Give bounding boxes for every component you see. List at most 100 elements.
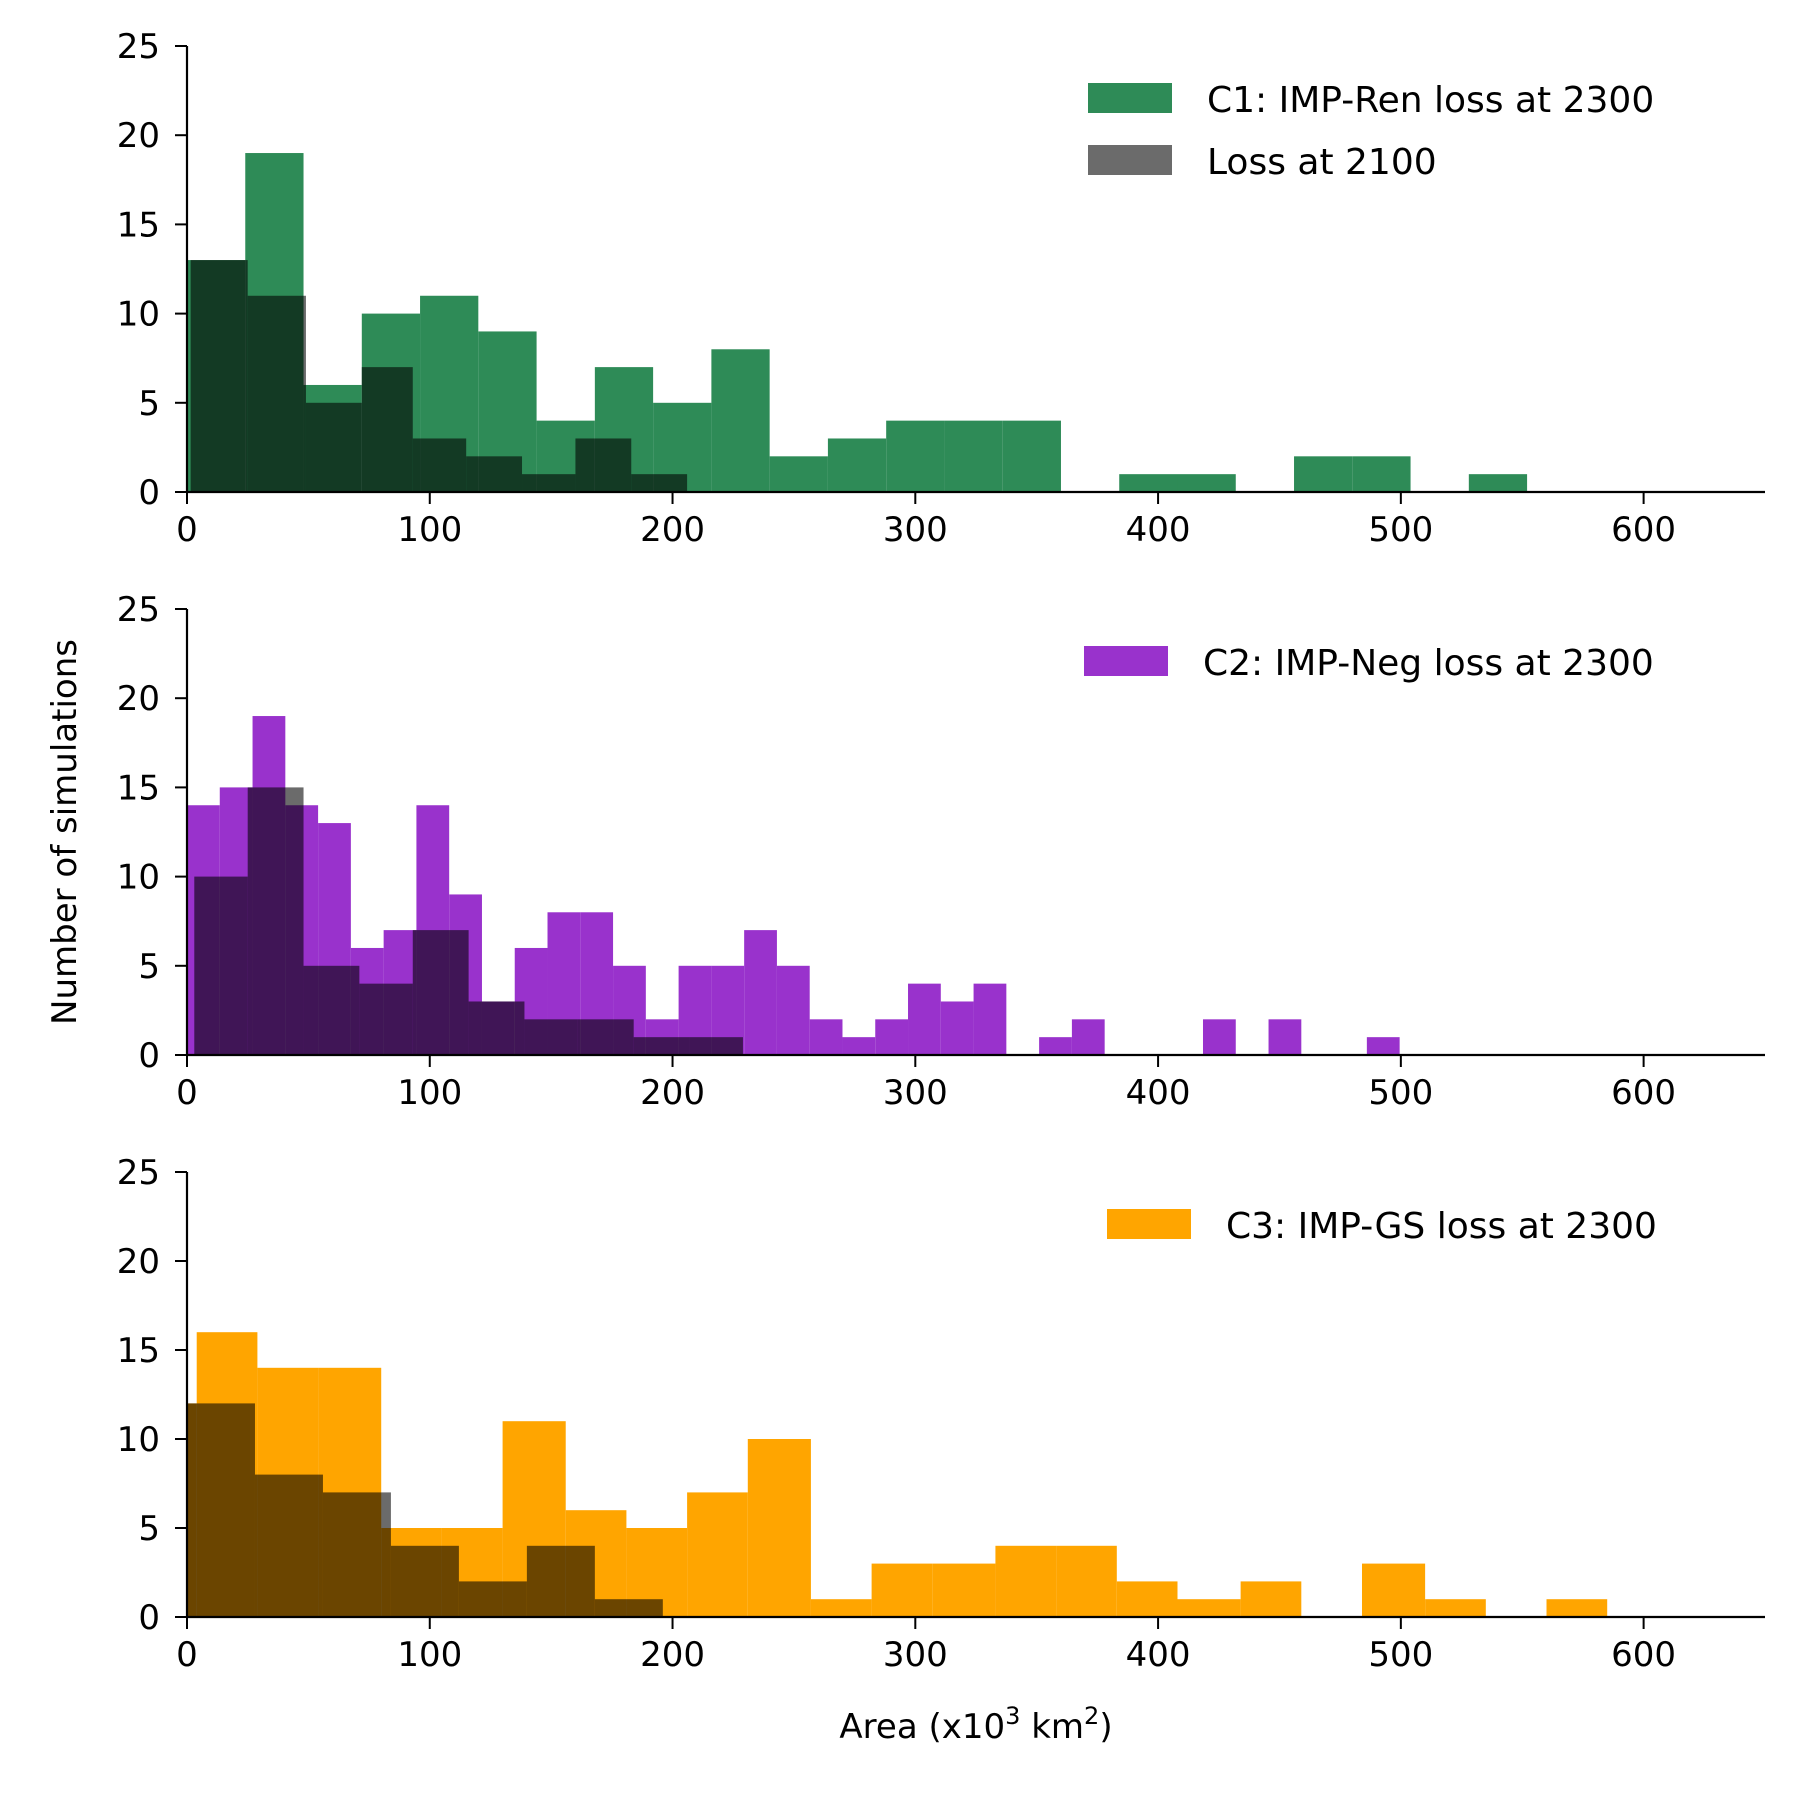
x-tick-label: 0 (176, 1073, 198, 1113)
x-tick-label: 600 (1611, 1073, 1676, 1113)
histogram-bar (1116, 1581, 1178, 1617)
histogram-bar (594, 1599, 663, 1617)
histogram-bar (1268, 1019, 1302, 1055)
histogram-bar (689, 1037, 743, 1055)
legend-label: Loss at 2100 (1207, 142, 1437, 183)
histogram-bar (932, 1563, 996, 1617)
histogram-bar (524, 1019, 578, 1055)
histogram-bar (305, 402, 362, 492)
x-axis-label: Area (x103 km2) (839, 1702, 1112, 1747)
x-tick-label: 100 (397, 1635, 462, 1675)
y-tick-label: 25 (117, 1153, 160, 1193)
histogram-bar (359, 983, 413, 1055)
y-tick-label: 10 (117, 858, 160, 898)
histogram-bar (1468, 474, 1528, 492)
histogram-bar (809, 1019, 843, 1055)
histogram-bar (1202, 1019, 1236, 1055)
legend-label: C2: IMP-Neg loss at 2300 (1203, 643, 1654, 684)
x-tick-label: 200 (640, 1635, 705, 1675)
y-tick-label: 5 (138, 1509, 160, 1549)
histogram-bar (1366, 1037, 1400, 1055)
histogram-bar (390, 1545, 459, 1617)
histogram-bar (187, 1403, 196, 1617)
legend-swatch (1088, 145, 1172, 175)
histogram-bar (1002, 420, 1061, 492)
histogram-bar (1352, 456, 1411, 492)
x-tick-label: 100 (397, 1073, 462, 1113)
series-loss-2100-bars (194, 787, 743, 1055)
y-tick-label: 5 (138, 384, 160, 424)
x-tick-label: 400 (1126, 1073, 1191, 1113)
x-tick-label: 0 (176, 510, 198, 550)
x-axis-label-unit: km (1020, 1707, 1084, 1747)
histogram-bar (247, 295, 306, 492)
x-tick-label: 200 (640, 1073, 705, 1113)
histogram-bar (254, 1474, 323, 1617)
x-axis-label-main: Area (x10 (839, 1707, 1005, 1747)
histogram-bar (322, 1492, 391, 1617)
x-tick-label: 600 (1611, 510, 1676, 550)
y-axis-label: Number of simulations (45, 639, 85, 1025)
legend-label: C1: IMP-Ren loss at 2300 (1207, 80, 1654, 121)
histogram-bar (361, 367, 413, 492)
x-axis-label-exponent-1: 3 (1005, 1702, 1020, 1730)
y-tick-label: 0 (138, 1036, 160, 1076)
y-tick-label: 25 (117, 590, 160, 630)
series-loss-2100-bars (190, 260, 688, 492)
x-tick-label: 0 (176, 1635, 198, 1675)
histogram-bar (303, 965, 360, 1055)
x-tick-label: 300 (883, 1073, 948, 1113)
y-tick-label: 25 (117, 27, 160, 67)
y-tick-label: 15 (117, 1331, 160, 1371)
y-tick-label: 10 (117, 295, 160, 335)
histogram-bar (412, 930, 469, 1055)
histogram-bar (871, 1563, 933, 1617)
y-tick-label: 15 (117, 768, 160, 808)
histogram-bar (1362, 1563, 1426, 1617)
y-tick-label: 10 (117, 1420, 160, 1460)
histogram-bar (194, 876, 248, 1055)
histogram-bar (769, 456, 828, 492)
histogram-bar (944, 420, 1003, 492)
histogram-bar (247, 787, 304, 1055)
legend: C3: IMP-GS loss at 2300 (1107, 1206, 1657, 1247)
y-tick-label: 20 (117, 1242, 160, 1282)
histogram-bar (195, 1403, 255, 1617)
y-tick-label: 0 (138, 473, 160, 513)
histogram-bar (466, 456, 523, 492)
legend-swatch (1084, 646, 1168, 676)
histogram-bar (940, 1001, 974, 1055)
histogram-panel-1: 0 5 10 15 20 25 0 100 200 300 400 500 600 C1: IMP-Ren… (117, 27, 1765, 550)
x-tick-label: 400 (1126, 510, 1191, 550)
x-tick-label: 400 (1126, 1635, 1191, 1675)
histogram-bar (776, 965, 810, 1055)
histogram-bar (1177, 1599, 1241, 1617)
x-axis-label-exponent-2: 2 (1084, 1702, 1099, 1730)
legend: C2: IMP-Neg loss at 2300 (1084, 643, 1654, 684)
x-tick-label: 500 (1368, 1635, 1433, 1675)
histogram-bar (747, 1439, 811, 1617)
histogram-bar (744, 930, 777, 1055)
histogram-bar (526, 1545, 595, 1617)
histogram-bar (842, 1037, 876, 1055)
legend-swatch (1107, 1209, 1191, 1239)
histogram-bar (687, 1492, 748, 1617)
histogram-panel-3: 0 5 10 15 20 25 0 100 200 300 400 500 600 C3: IMP-GS … (117, 1153, 1765, 1675)
histogram-bar (522, 474, 576, 492)
histogram-bar (1425, 1599, 1486, 1617)
histogram-bar (190, 260, 248, 492)
legend-swatch (1088, 83, 1172, 113)
histogram-bar (633, 1037, 690, 1055)
histogram-bar (458, 1581, 527, 1617)
series-loss-2100-bars (187, 1403, 663, 1617)
histogram-bar (575, 438, 632, 492)
histogram-bar (810, 1599, 872, 1617)
histogram-bar (908, 983, 941, 1055)
x-axis-label-close: ) (1099, 1707, 1112, 1747)
y-tick-label: 5 (138, 947, 160, 987)
histogram-panel-2: 0 5 10 15 20 25 0 100 200 300 400 500 600 C2: IMP-Neg… (117, 590, 1765, 1113)
x-tick-label: 500 (1368, 1073, 1433, 1113)
histogram-bar (973, 983, 1007, 1055)
x-tick-label: 100 (397, 510, 462, 550)
